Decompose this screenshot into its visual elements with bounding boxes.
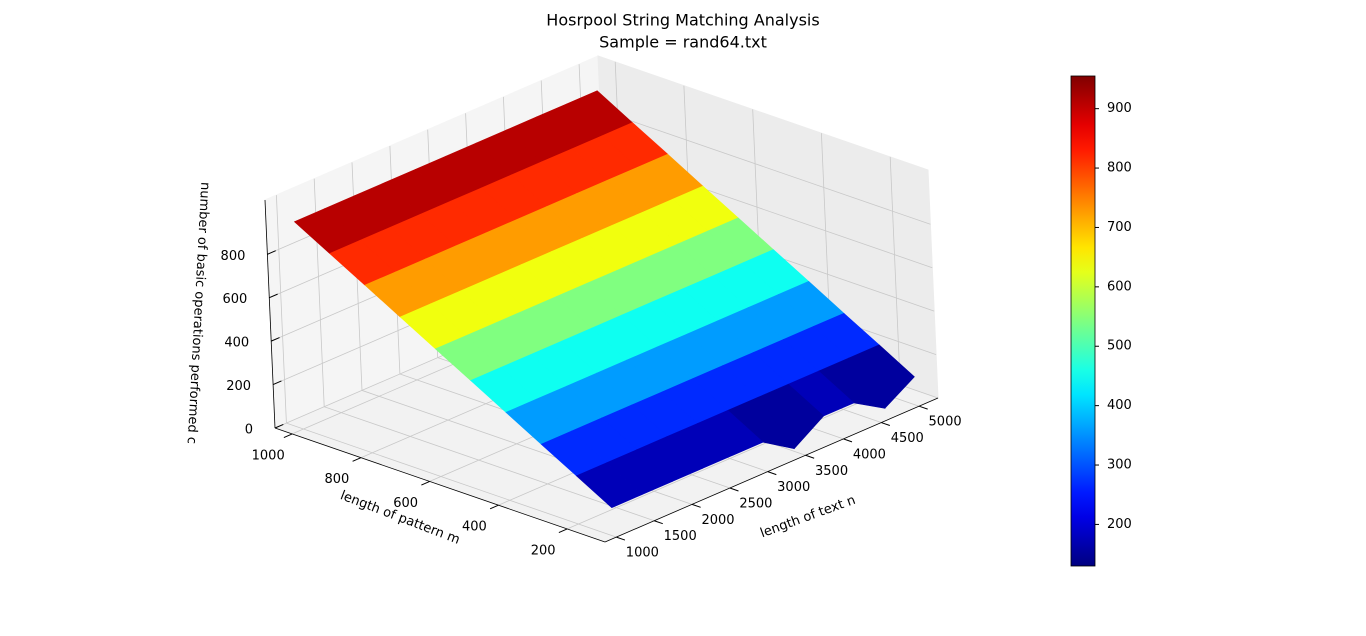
x-tick-label: 4000 bbox=[853, 447, 886, 462]
chart-title: Hosrpool String Matching Analysis bbox=[546, 11, 819, 30]
x-tick-label: 3000 bbox=[777, 480, 810, 495]
y-tick-label: 600 bbox=[393, 496, 418, 511]
colorbar-tick-label: 400 bbox=[1107, 398, 1132, 413]
z-tick bbox=[270, 337, 280, 342]
z-tick-label: 200 bbox=[226, 379, 251, 394]
z-tick bbox=[267, 250, 276, 255]
colorbar-tick-label: 800 bbox=[1107, 161, 1132, 176]
y-tick-label: 200 bbox=[531, 543, 556, 558]
z-tick-label: 0 bbox=[245, 423, 253, 438]
surface bbox=[293, 90, 915, 509]
x-tick bbox=[691, 503, 701, 508]
colorbar-body bbox=[1070, 75, 1096, 567]
x-tick bbox=[767, 471, 777, 476]
z-tick bbox=[272, 380, 282, 386]
axis-line bbox=[264, 199, 276, 429]
colorbar-tick-label: 700 bbox=[1107, 220, 1132, 235]
z-tick bbox=[269, 293, 278, 299]
x-tick bbox=[843, 438, 853, 443]
colorbar-tick-label: 200 bbox=[1107, 517, 1132, 532]
x-tick-label: 3500 bbox=[815, 464, 848, 479]
x-tick bbox=[805, 454, 815, 459]
colorbar-tick-label: 500 bbox=[1107, 339, 1132, 354]
x-tick-label: 5000 bbox=[929, 415, 962, 430]
x-tick bbox=[729, 487, 739, 492]
z-tick-label: 600 bbox=[222, 292, 247, 307]
x-tick-label: 1000 bbox=[626, 546, 659, 561]
x-tick-label: 2500 bbox=[739, 497, 772, 512]
axis-line bbox=[604, 397, 939, 543]
y-tick bbox=[421, 480, 430, 486]
x-tick-label: 1500 bbox=[664, 529, 697, 544]
y-tick-label: 400 bbox=[462, 520, 487, 535]
x-tick bbox=[616, 536, 626, 541]
surface-face bbox=[575, 462, 643, 509]
y-tick bbox=[283, 433, 293, 438]
y-tick-label: 1000 bbox=[252, 448, 285, 463]
chart-subtitle: Sample = rand64.txt bbox=[599, 33, 767, 52]
x-tick bbox=[881, 422, 890, 426]
colorbar-tick-label: 600 bbox=[1107, 279, 1132, 294]
y-tick bbox=[558, 528, 568, 533]
x-tick-label: 4500 bbox=[891, 431, 924, 446]
z-tick bbox=[274, 423, 284, 429]
z-tick-label: 800 bbox=[221, 249, 246, 264]
y-tick bbox=[489, 504, 499, 510]
y-tick-label: 800 bbox=[325, 472, 350, 487]
x-tick-label: 2000 bbox=[701, 513, 734, 528]
colorbar-tick-label: 300 bbox=[1107, 458, 1132, 473]
colorbar: 200 300 400 500 600 700 800 900 bbox=[1070, 75, 1132, 567]
x-tick bbox=[654, 520, 663, 525]
axis-line bbox=[274, 427, 606, 543]
z-tick-label: 400 bbox=[224, 336, 249, 351]
axes: 1000150020002500300035004000450050002004… bbox=[221, 199, 962, 561]
colorbar-tick-label: 900 bbox=[1107, 101, 1132, 116]
x-tick bbox=[918, 405, 928, 410]
y-tick bbox=[352, 457, 362, 462]
